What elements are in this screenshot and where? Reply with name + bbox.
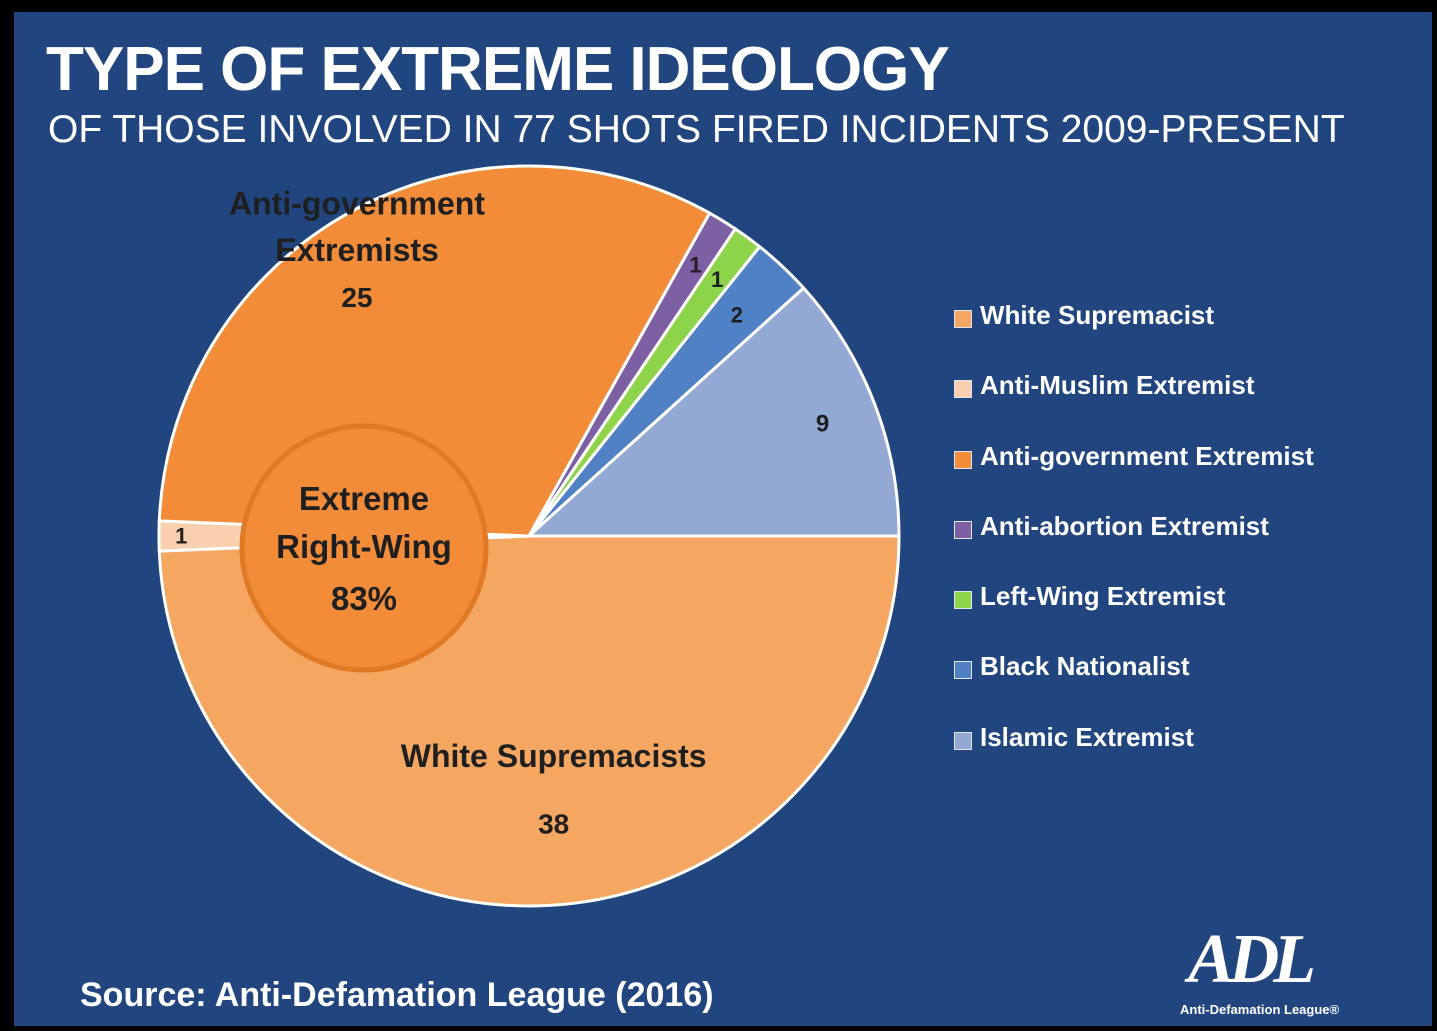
extreme-right-wing-badge: Extreme Right-Wing 83% — [239, 423, 489, 673]
legend-swatch — [954, 591, 972, 610]
slice-label-left-wing-extremist: 1 — [711, 267, 723, 292]
badge-line1: Extreme — [299, 480, 429, 517]
legend-label: Islamic Extremist — [980, 721, 1194, 752]
badge-circle — [239, 423, 489, 673]
legend-item-islamic-extremist: Islamic Extremist — [954, 722, 1314, 792]
legend-swatch — [954, 731, 972, 750]
legend-label: Left-Wing Extremist — [980, 581, 1226, 612]
adl-logo-name: Anti-Defamation League® — [1180, 1002, 1340, 1017]
legend-swatch — [954, 450, 972, 469]
legend-label: Anti-government Extremist — [980, 440, 1314, 471]
slice-name-label: White Supremacists — [401, 738, 707, 774]
slice-label-anti-government-extremist: Anti-government Extremists 25 — [229, 185, 485, 313]
chart-title: TYPE OF EXTREME IDEOLOGY — [46, 35, 950, 104]
legend-label: White Supremacist — [980, 300, 1215, 330]
legend-item-white-supremacist: White Supremacist — [954, 300, 1314, 370]
legend-label: Anti-abortion Extremist — [980, 510, 1269, 541]
slice-label-anti-abortion-extremist: 1 — [689, 253, 701, 278]
slice-value-label: 25 — [341, 282, 372, 313]
legend-label: Anti-Muslim Extremist — [980, 370, 1255, 401]
pie-slice-islamic-extremist — [525, 285, 901, 538]
slice-label-black-nationalist: 2 — [731, 303, 743, 328]
adl-logo-mark: ADL — [1188, 921, 1316, 998]
legend-item-left-wing-extremist: Left-Wing Extremist — [954, 581, 1314, 651]
slice-value-label: 9 — [816, 410, 829, 437]
legend-swatch — [954, 310, 972, 328]
adl-logo: ADL Anti-Defamation League® — [1174, 920, 1384, 1020]
slice-value-label: 1 — [689, 253, 701, 278]
badge-value: 83% — [331, 580, 397, 617]
chart-subtitle: OF THOSE INVOLVED IN 77 SHOTS FIRED INCI… — [48, 108, 1345, 151]
pie-chart: White Supremacists 38 1 Anti-government Extr… — [157, 164, 901, 908]
legend-item-black-nationalist: Black Nationalist — [954, 651, 1314, 721]
slice-value-label: 38 — [538, 809, 569, 840]
slice-name-label: Anti-government — [229, 185, 485, 221]
source-note: Source: Anti-Defamation League (2016) — [80, 976, 714, 1014]
legend-item-anti-muslim-extremist: Anti-Muslim Extremist — [954, 370, 1314, 440]
slice-value-label: 1 — [175, 524, 187, 549]
slice-name-label: Extremists — [275, 232, 439, 268]
slice-label-white-supremacist: White Supremacists 38 — [401, 738, 707, 839]
slice-label-islamic-extremist: 9 — [816, 410, 829, 437]
legend-label: Black Nationalist — [980, 651, 1190, 682]
legend-item-anti-abortion-extremist: Anti-abortion Extremist — [954, 511, 1314, 581]
slice-value-label: 1 — [711, 267, 723, 292]
legend-item-anti-government-extremist: Anti-government Extremist — [954, 441, 1314, 511]
slice-label-anti-muslim-extremist: 1 — [175, 524, 187, 549]
chart-legend: White Supremacist Anti-Muslim Extremist An… — [954, 300, 1314, 792]
infographic-panel: TYPE OF EXTREME IDEOLOGY OF THOSE INVOLV… — [14, 12, 1432, 1026]
slice-value-label: 2 — [731, 303, 743, 328]
legend-swatch — [954, 661, 972, 680]
legend-swatch — [954, 380, 972, 399]
legend-swatch — [954, 520, 972, 539]
badge-line2: Right-Wing — [276, 528, 452, 565]
